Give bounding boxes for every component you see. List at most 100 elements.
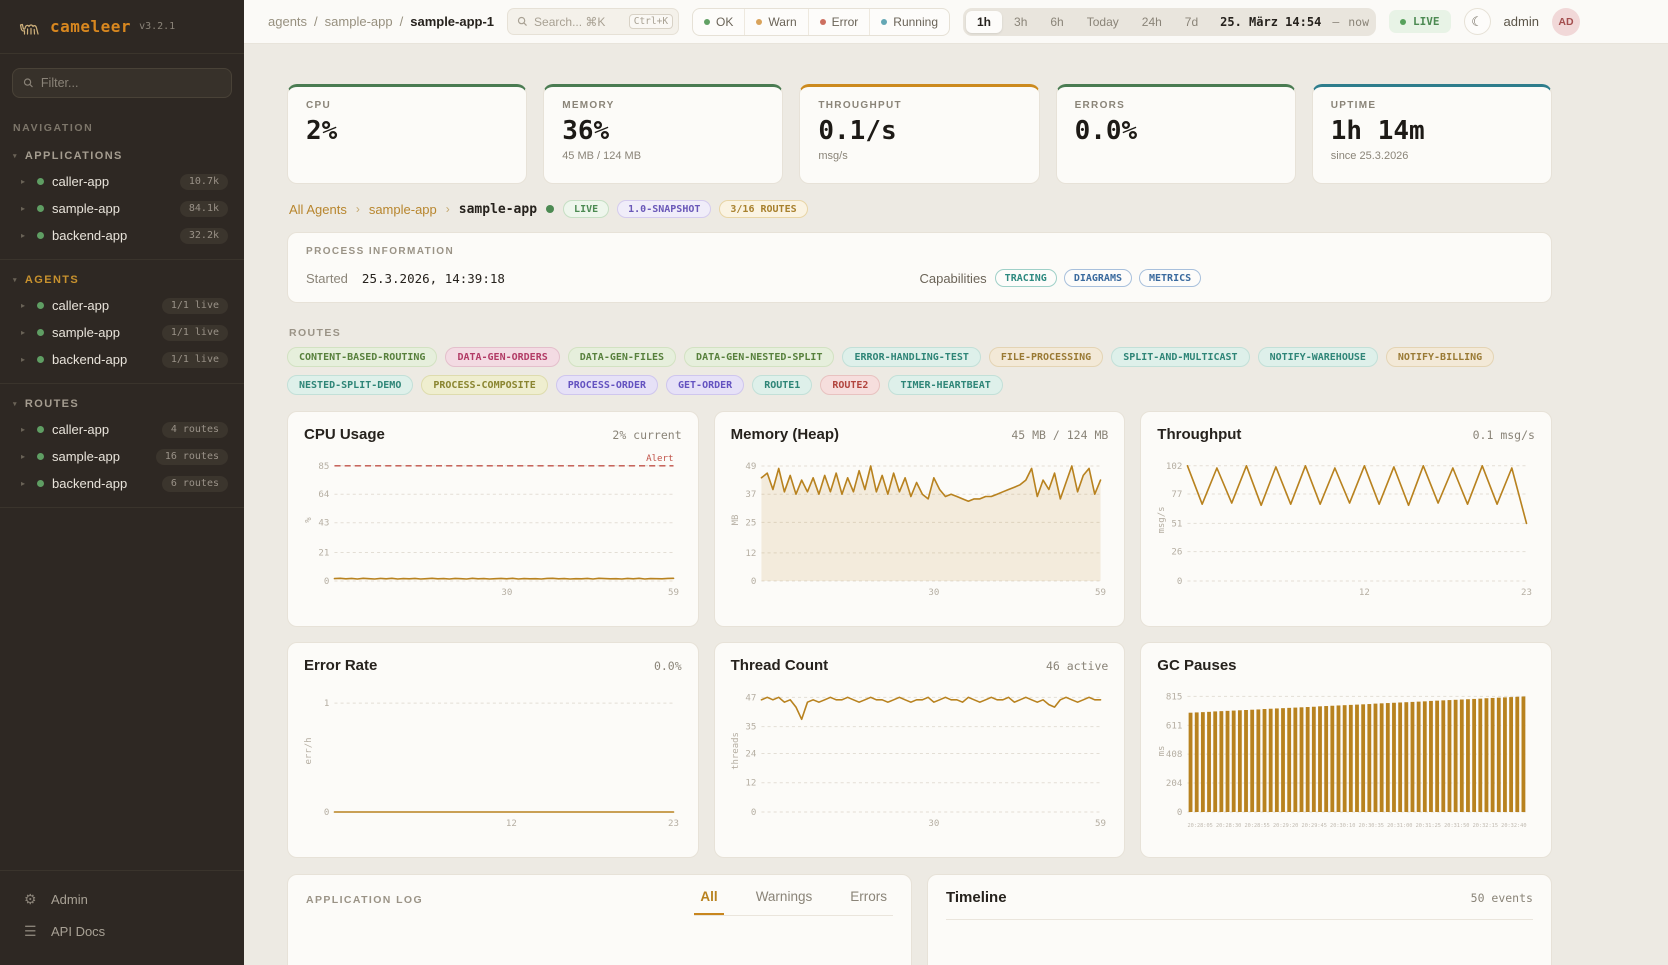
app-logo[interactable]: cameleer v3.2.1	[0, 0, 244, 54]
live-toggle[interactable]: LIVE	[1389, 10, 1451, 33]
status-dot	[881, 19, 887, 25]
svg-text:ms: ms	[1157, 746, 1167, 757]
sidebar-item-agent[interactable]: ▸ sample-app 1/1 live	[0, 319, 244, 346]
search-input[interactable]: Search... ⌘K Ctrl+K	[507, 8, 679, 35]
svg-text:23: 23	[1521, 588, 1532, 598]
sidebar-item-application[interactable]: ▸ caller-app 10.7k	[0, 168, 244, 195]
time-range-button[interactable]: 7d	[1174, 11, 1209, 33]
filter-input[interactable]	[41, 76, 221, 90]
status-filter[interactable]: Error	[808, 9, 870, 35]
svg-text:59: 59	[668, 588, 679, 598]
svg-text:24: 24	[745, 749, 757, 759]
chart-card: Memory (Heap) 45 MB / 124 MB 01225374930…	[714, 411, 1126, 627]
capability-badge: DIAGRAMS	[1064, 269, 1132, 287]
svg-text:30: 30	[501, 588, 512, 598]
sidebar-item-badge: 1/1 live	[162, 352, 228, 368]
group-header-routes[interactable]: ▾ ROUTES	[0, 398, 244, 410]
status-filter[interactable]: OK	[693, 9, 744, 35]
context-link-all-agents[interactable]: All Agents	[289, 202, 347, 217]
breadcrumb-item[interactable]: sample-app	[325, 14, 393, 29]
capability-badge: METRICS	[1139, 269, 1201, 287]
charts-grid: CPU Usage 2% current 021436485Alert3059%…	[287, 411, 1552, 858]
log-tab[interactable]: All	[694, 889, 723, 915]
status-dot	[37, 356, 44, 363]
breadcrumb-item[interactable]: agents	[268, 14, 307, 29]
status-filter-group: OK Warn Error Running	[692, 8, 950, 36]
route-chip[interactable]: ERROR-HANDLING-TEST	[842, 347, 980, 367]
svg-text:85: 85	[318, 462, 329, 472]
route-chip[interactable]: NESTED-SPLIT-DEMO	[287, 375, 413, 395]
time-range-button[interactable]: Today	[1076, 11, 1130, 33]
route-chip[interactable]: NOTIFY-BILLING	[1386, 347, 1494, 367]
chevron-right-icon: ▸	[21, 328, 29, 337]
chart-current-value: 0.0%	[654, 659, 682, 673]
time-range-now[interactable]: now	[1344, 15, 1373, 29]
sidebar: cameleer v3.2.1 NAVIGATION ▾ APPLICATION…	[0, 0, 244, 965]
svg-text:0: 0	[1177, 808, 1182, 818]
status-filter[interactable]: Warn	[744, 9, 807, 35]
status-dot	[37, 329, 44, 336]
moon-icon: ☾	[1471, 14, 1483, 30]
sidebar-item-route[interactable]: ▸ sample-app 16 routes	[0, 443, 244, 470]
status-filter[interactable]: Running	[869, 9, 949, 35]
log-tab[interactable]: Errors	[844, 889, 893, 915]
svg-text:37: 37	[745, 490, 756, 500]
sidebar-item-application[interactable]: ▸ backend-app 32.2k	[0, 222, 244, 249]
route-chip[interactable]: NOTIFY-WAREHOUSE	[1258, 347, 1378, 367]
svg-text:0: 0	[751, 577, 756, 587]
sidebar-item-label: backend-app	[52, 228, 127, 243]
route-chip[interactable]: SPLIT-AND-MULTICAST	[1111, 347, 1249, 367]
route-chip[interactable]: ROUTE2	[820, 375, 880, 395]
route-chip[interactable]: DATA-GEN-ORDERS	[445, 347, 559, 367]
route-chip[interactable]: DATA-GEN-NESTED-SPLIT	[684, 347, 834, 367]
sidebar-item-application[interactable]: ▸ sample-app 84.1k	[0, 195, 244, 222]
route-chip[interactable]: FILE-PROCESSING	[989, 347, 1103, 367]
capabilities-label: Capabilities	[919, 271, 986, 286]
svg-text:204: 204	[1166, 779, 1183, 789]
sidebar-item-admin[interactable]: ⚙ Admin	[0, 883, 244, 915]
group-header-agents[interactable]: ▾ AGENTS	[0, 274, 244, 286]
sidebar-item-label: caller-app	[52, 298, 109, 313]
bottom-row: APPLICATION LOG AllWarningsErrors Timeli…	[287, 874, 1552, 965]
avatar[interactable]: AD	[1552, 8, 1580, 36]
chevron-right-icon: ▸	[21, 452, 29, 461]
route-chip[interactable]: CONTENT-BASED-ROUTING	[287, 347, 437, 367]
time-range-button[interactable]: 6h	[1039, 11, 1074, 33]
chart-title: Throughput	[1157, 426, 1241, 443]
sidebar-item-route[interactable]: ▸ caller-app 4 routes	[0, 416, 244, 443]
time-range-button[interactable]: 1h	[966, 11, 1002, 33]
sidebar-item-agent[interactable]: ▸ backend-app 1/1 live	[0, 346, 244, 373]
route-chip[interactable]: TIMER-HEARTBEAT	[888, 375, 1002, 395]
route-chip[interactable]: ROUTE1	[752, 375, 812, 395]
status-dot	[704, 19, 710, 25]
route-chip[interactable]: DATA-GEN-FILES	[568, 347, 676, 367]
svg-text:51: 51	[1172, 519, 1183, 529]
svg-text:30: 30	[928, 819, 939, 829]
sidebar-item-route[interactable]: ▸ backend-app 6 routes	[0, 470, 244, 497]
sidebar-item-api-docs[interactable]: ☰ API Docs	[0, 915, 244, 947]
group-header-applications[interactable]: ▾ APPLICATIONS	[0, 150, 244, 162]
sidebar-item-badge: 1/1 live	[162, 325, 228, 341]
time-range-button[interactable]: 24h	[1131, 11, 1173, 33]
chevron-right-icon: ▸	[21, 355, 29, 364]
time-range-date[interactable]: 25. März 14:54	[1210, 15, 1327, 29]
navigation-label: NAVIGATION	[13, 122, 244, 134]
status-dot	[37, 480, 44, 487]
search-shortcut: Ctrl+K	[629, 14, 673, 29]
kpi-subtext: msg/s	[818, 150, 1020, 163]
route-chip[interactable]: PROCESS-ORDER	[556, 375, 658, 395]
sidebar-filter[interactable]	[12, 68, 232, 98]
time-range-button[interactable]: 3h	[1003, 11, 1038, 33]
log-tab[interactable]: Warnings	[750, 889, 819, 915]
dark-mode-toggle[interactable]: ☾	[1464, 8, 1491, 35]
status-dot	[756, 19, 762, 25]
chart-card: Thread Count 46 active 0122435473059thre…	[714, 642, 1126, 858]
context-link-app[interactable]: sample-app	[369, 202, 437, 217]
route-chip[interactable]: GET-ORDER	[666, 375, 744, 395]
svg-text:64: 64	[318, 490, 330, 500]
route-chip[interactable]: PROCESS-COMPOSITE	[421, 375, 547, 395]
sidebar-item-agent[interactable]: ▸ caller-app 1/1 live	[0, 292, 244, 319]
status-filter-label: Error	[832, 15, 859, 29]
group-label: ROUTES	[25, 398, 79, 410]
started-label: Started	[306, 271, 348, 286]
